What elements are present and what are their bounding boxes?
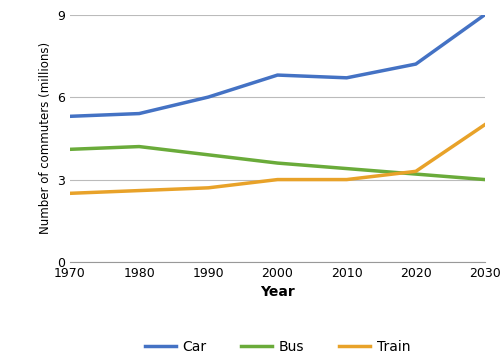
Bus	[482, 177, 488, 182]
Train	[206, 186, 212, 190]
Line: Bus: Bus	[70, 147, 485, 179]
Car	[344, 76, 349, 80]
Train	[67, 191, 73, 195]
Car	[274, 73, 280, 77]
Car	[482, 12, 488, 17]
Bus	[136, 145, 142, 149]
Train	[274, 177, 280, 182]
Car	[206, 95, 212, 99]
Bus	[413, 172, 419, 176]
Bus	[344, 166, 349, 171]
Train	[482, 122, 488, 127]
Bus	[67, 147, 73, 151]
Y-axis label: Number of commuters (millions): Number of commuters (millions)	[38, 42, 52, 234]
Train	[136, 189, 142, 193]
Train	[344, 177, 349, 182]
Bus	[206, 153, 212, 157]
X-axis label: Year: Year	[260, 285, 295, 300]
Car	[136, 111, 142, 116]
Line: Car: Car	[70, 15, 485, 116]
Car	[413, 62, 419, 66]
Bus	[274, 161, 280, 165]
Train	[413, 169, 419, 174]
Line: Train: Train	[70, 124, 485, 193]
Car	[67, 114, 73, 119]
Legend: Car, Bus, Train: Car, Bus, Train	[140, 334, 415, 359]
